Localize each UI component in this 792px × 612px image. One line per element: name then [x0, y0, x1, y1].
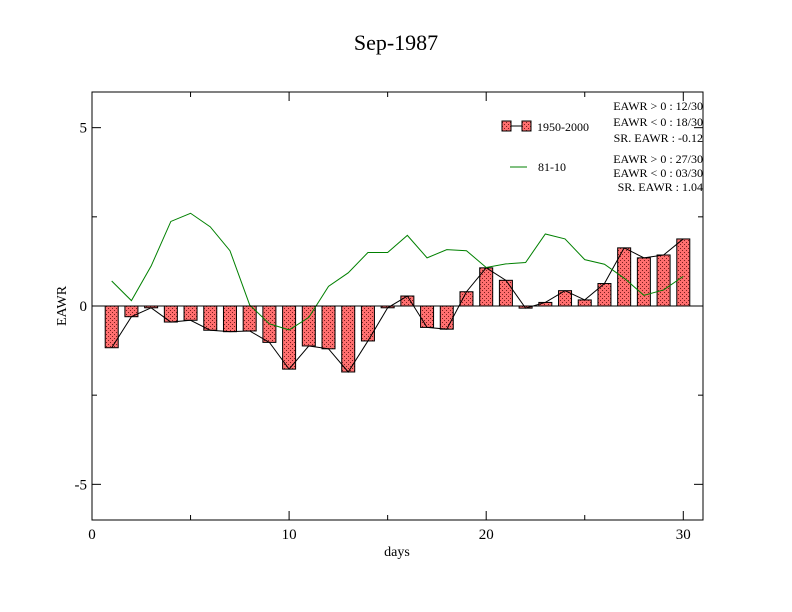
bar	[360, 305, 375, 342]
x-tick-label: 0	[88, 527, 96, 543]
x-tick-label: 30	[676, 527, 691, 543]
bar	[163, 305, 178, 323]
bar	[183, 305, 198, 321]
legend-stat: SR. EAWR : -0.12	[614, 131, 703, 145]
chart-title: Sep-1987	[354, 30, 438, 55]
bar	[636, 257, 651, 307]
bar	[222, 305, 237, 333]
bar	[282, 305, 297, 370]
legend-stat: EAWR < 0 : 03/30	[613, 166, 703, 180]
bar	[301, 305, 316, 347]
x-tick-label: 10	[282, 527, 297, 543]
bar	[656, 254, 671, 307]
y-tick-label: -5	[75, 477, 88, 493]
bar	[420, 305, 435, 328]
bar	[459, 291, 474, 307]
legend-stat: SR. EAWR : 1.04	[618, 180, 703, 194]
bar	[439, 305, 454, 330]
bar	[341, 305, 356, 373]
bar-series	[104, 238, 691, 373]
legend-stat: EAWR > 0 : 27/30	[613, 152, 703, 166]
bar	[321, 305, 336, 350]
axes: 0 10 20 30 -5 0 5	[75, 92, 703, 543]
y-axis-label: EAWR	[55, 285, 70, 326]
bar-series-line	[111, 238, 684, 373]
legend: 1950-2000 EAWR > 0 : 12/30 EAWR < 0 : 18/3…	[501, 99, 703, 194]
bar	[203, 305, 218, 331]
y-tick-label: 0	[80, 299, 88, 315]
legend-stat: EAWR < 0 : 18/30	[613, 115, 703, 129]
legend-swatch-bar	[501, 120, 512, 132]
x-axis-label: days	[384, 545, 410, 560]
line-series-81-10	[111, 212, 684, 331]
bar	[498, 279, 513, 307]
bar	[577, 299, 592, 307]
bar	[676, 238, 691, 307]
legend-stat: EAWR > 0 : 12/30	[613, 99, 703, 113]
legend-label: 1950-2000	[537, 120, 589, 134]
legend-label: 81-10	[538, 160, 566, 174]
x-tick-label: 20	[479, 527, 494, 543]
y-tick-label: 5	[80, 121, 88, 137]
legend-swatch-bar	[521, 120, 532, 132]
bar	[400, 295, 415, 307]
line-series	[111, 212, 684, 373]
